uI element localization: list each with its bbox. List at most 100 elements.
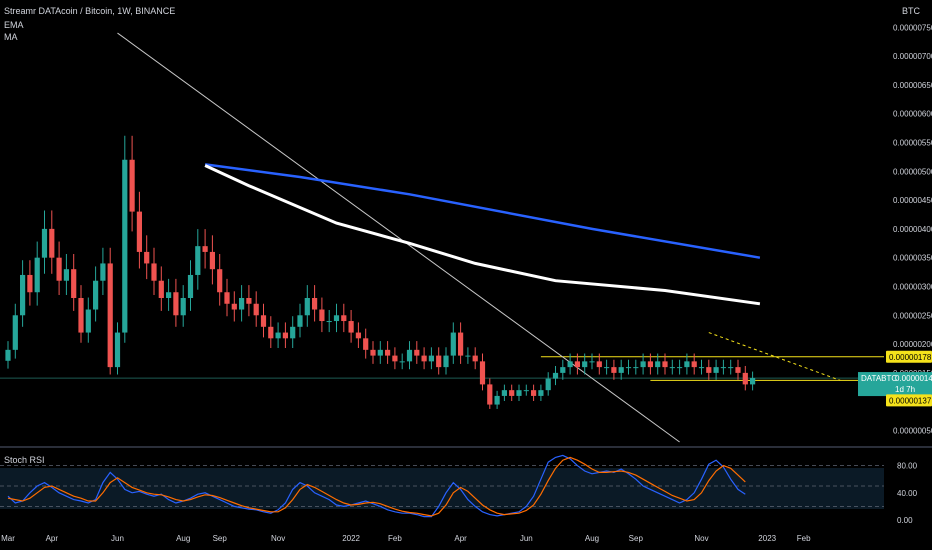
candle-body <box>750 378 756 385</box>
rsi-tick-label: 80.00 <box>897 462 918 471</box>
time-tick-label: Aug <box>176 534 190 543</box>
time-tick-label: Jun <box>520 534 533 543</box>
time-tick-label: Feb <box>388 534 402 543</box>
candle-body <box>180 298 186 316</box>
candle-body <box>246 298 252 304</box>
stoch-rsi-pane: 0.00 40.00 80.00 <box>0 454 918 525</box>
candle-body <box>129 159 135 212</box>
candle-body <box>114 332 121 368</box>
candle-body <box>713 367 719 373</box>
candle-body <box>414 349 420 356</box>
candle-body <box>662 361 668 368</box>
time-tick-label: Feb <box>797 534 811 543</box>
chart-title[interactable]: Streamr DATAcoin / Bitcoin, 1W, BINANCE <box>4 6 176 16</box>
candle-body <box>100 263 106 281</box>
price-tick-label: 0.00000250 <box>893 311 932 320</box>
price-tick-label: 0.00000200 <box>893 340 932 349</box>
candle-body <box>677 367 683 369</box>
candle-body <box>574 361 580 368</box>
candle-body <box>71 269 77 298</box>
time-tick-label: Nov <box>271 534 285 543</box>
candle-body <box>625 367 632 369</box>
rsi-band-background <box>0 468 884 509</box>
candle-body <box>260 315 267 327</box>
candle-body <box>326 321 332 323</box>
candle-body <box>217 269 223 293</box>
candle-body <box>136 211 142 252</box>
ema-indicator-label[interactable]: EMA <box>4 20 24 30</box>
candle-body <box>195 246 201 275</box>
dashed-resistance-line <box>708 332 841 381</box>
rsi-tick-label: 40.00 <box>897 489 918 498</box>
candle-body <box>253 303 259 316</box>
rsi-title[interactable]: Stoch RSI <box>4 455 45 465</box>
candle-body <box>348 321 354 333</box>
descending-trendline <box>117 32 680 443</box>
candle-body <box>5 349 11 361</box>
price-tick-label: 0.00000550 <box>893 138 932 147</box>
candle-body <box>93 280 99 310</box>
candle-body <box>20 274 26 316</box>
candle-body <box>341 315 347 322</box>
price-tick-label: 0.00000300 <box>893 282 932 291</box>
time-axis[interactable]: Mar Apr Jun Aug Sep Nov 2022 Feb Apr Jun Aug Sep Nov… <box>1 534 811 543</box>
trendlines <box>117 32 841 443</box>
candle-body <box>333 315 340 322</box>
candle-body <box>312 298 318 310</box>
candle-body <box>406 349 413 362</box>
candle-body <box>385 349 391 356</box>
candle-body <box>187 274 194 298</box>
price-tick-label: 0.00000750 <box>893 23 932 32</box>
candle-body <box>552 372 559 379</box>
candle-body <box>355 332 361 339</box>
candle-body <box>458 332 464 356</box>
candle-body <box>377 349 383 356</box>
ma-indicator-label[interactable]: MA <box>4 32 18 42</box>
candle-body <box>63 269 69 281</box>
stoch-k-line <box>7 454 746 518</box>
candle-body <box>12 315 18 350</box>
stoch-d-line <box>7 456 746 517</box>
time-tick-label: Sep <box>629 534 644 543</box>
candle-body <box>487 384 493 405</box>
candle-body <box>224 292 230 304</box>
moving-averages <box>204 163 761 306</box>
horizontal-levels <box>0 356 884 381</box>
candle-body <box>523 390 529 392</box>
candle-body <box>158 280 164 298</box>
candle-body <box>56 257 62 281</box>
candle-body <box>304 298 310 316</box>
candle-body <box>465 355 471 357</box>
candle-body <box>450 332 456 356</box>
countdown-tag: 1d 7h <box>895 385 915 394</box>
time-tick-label: 2022 <box>342 534 360 543</box>
candle-body <box>428 355 434 362</box>
candle-body <box>494 395 500 405</box>
time-tick-label: Mar <box>1 534 15 543</box>
candle-body <box>567 361 573 368</box>
candle-body <box>421 355 427 362</box>
candle-body <box>297 315 303 327</box>
candle-body <box>640 361 646 368</box>
candle-body <box>516 390 522 396</box>
candle-body <box>720 367 726 369</box>
candle-body <box>78 298 84 333</box>
candle-body <box>706 367 712 373</box>
lower-level-tag: 0.00000137 <box>889 396 932 405</box>
candle-body <box>684 361 690 368</box>
candle-body <box>618 367 624 373</box>
candle-body <box>436 355 442 368</box>
candle-body <box>268 326 274 339</box>
candle-body <box>34 257 40 293</box>
candle-body <box>611 367 617 373</box>
candle-body <box>49 228 55 258</box>
candle-body <box>209 251 215 270</box>
candle-body <box>290 326 296 339</box>
candle-body <box>655 361 661 368</box>
candle-body <box>173 292 179 316</box>
time-tick-label: Sep <box>213 534 228 543</box>
time-tick-label: Apr <box>46 534 59 543</box>
